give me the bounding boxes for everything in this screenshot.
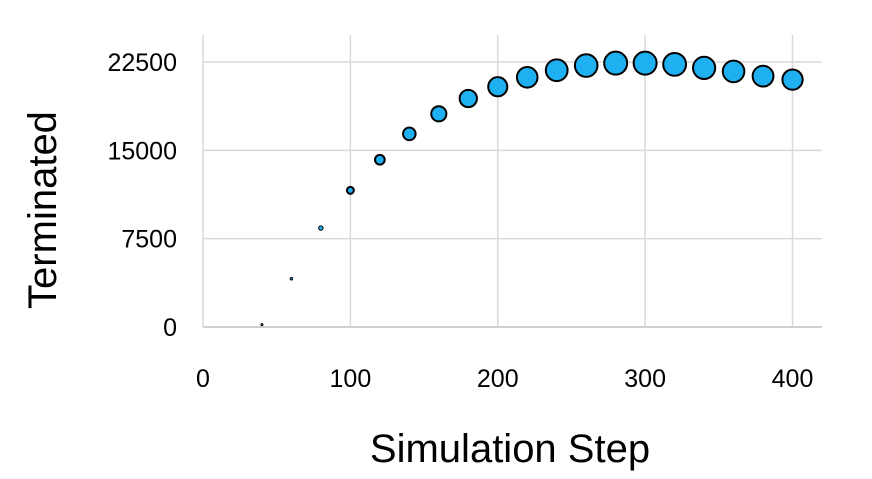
y-tick-label: 0 — [163, 314, 177, 342]
x-tick-label: 200 — [477, 365, 519, 393]
data-point — [402, 126, 417, 142]
data-point — [544, 58, 569, 83]
data-point — [318, 225, 324, 231]
data-point — [781, 68, 804, 91]
data-point — [487, 76, 509, 98]
data-point — [374, 153, 386, 166]
x-axis-label: Simulation Step — [370, 427, 650, 471]
y-tick-label: 7500 — [121, 226, 177, 254]
x-tick-label: 100 — [330, 365, 372, 393]
x-tick-label: 400 — [772, 365, 814, 393]
data-point — [260, 323, 264, 327]
data-point — [573, 53, 599, 78]
data-point — [662, 51, 688, 77]
y-axis-label: Terminated — [21, 111, 65, 309]
data-point — [289, 276, 294, 281]
data-point — [458, 88, 478, 109]
data-point — [515, 66, 539, 89]
x-tick-label: 0 — [196, 365, 210, 393]
data-point — [632, 50, 658, 76]
data-point — [430, 105, 448, 123]
data-point — [345, 185, 355, 195]
data-point — [692, 55, 717, 80]
tick-labels: 0 7500 15000 22500 0 100 200 300 400 — [107, 49, 813, 393]
y-tick-label: 15000 — [107, 137, 177, 165]
x-tick-label: 300 — [624, 365, 666, 393]
data-point — [603, 50, 629, 76]
data-points — [260, 50, 804, 327]
y-tick-label: 22500 — [107, 49, 177, 77]
data-point — [751, 64, 775, 88]
data-point — [721, 59, 746, 84]
